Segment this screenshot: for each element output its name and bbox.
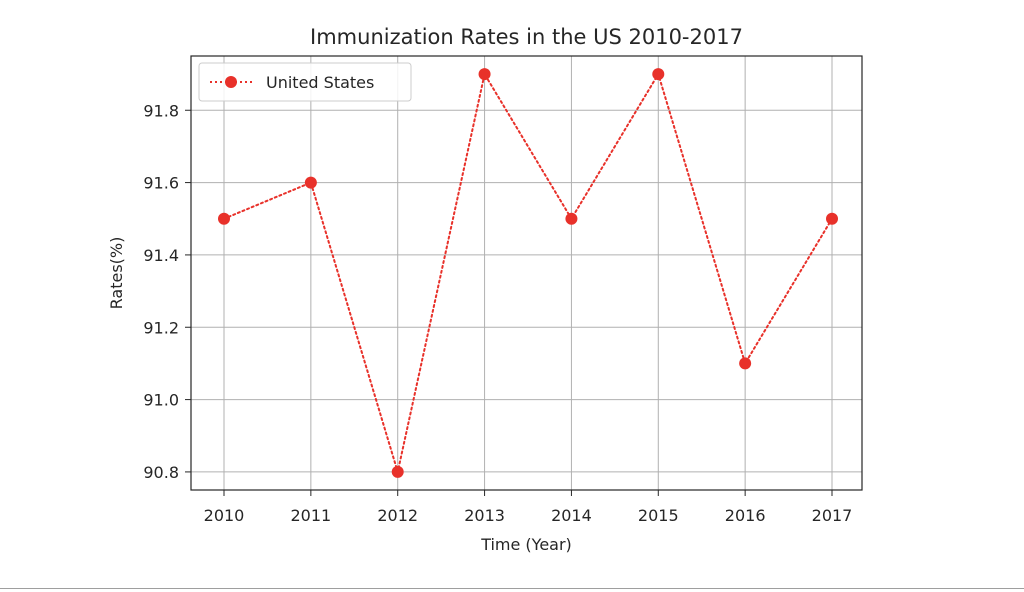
legend: United States — [198, 62, 412, 102]
x-axis-label: Time (Year) — [480, 535, 572, 554]
series-line — [223, 71, 833, 476]
x-tick-label: 2012 — [377, 506, 418, 525]
y-tick-label: 90.8 — [143, 463, 179, 482]
y-tick-label: 91.2 — [143, 318, 179, 337]
x-tick-label: 2014 — [551, 506, 592, 525]
y-tick-label: 91.4 — [143, 246, 179, 265]
x-tick-label: 2011 — [290, 506, 331, 525]
y-tick-label: 91.0 — [143, 391, 179, 410]
y-axis-label: Rates(%) — [107, 237, 126, 310]
data-point — [739, 357, 752, 370]
x-tick-label: 2010 — [204, 506, 245, 525]
legend-box — [198, 62, 412, 102]
data-point — [565, 212, 578, 225]
data-point — [218, 212, 230, 225]
data-point — [304, 176, 317, 189]
chart-title: Immunization Rates in the US 2010-2017 — [310, 25, 743, 49]
axis-ticks: 2010 2011 2012 2013 2014 2015 2016 2017 90.8 91.0… — [143, 101, 852, 525]
data-point — [652, 68, 665, 81]
legend-marker — [225, 76, 237, 88]
legend-label-united-states: United States — [266, 73, 374, 92]
x-tick-label: 2016 — [725, 506, 766, 525]
x-tick-label: 2015 — [638, 506, 679, 525]
y-tick-label: 91.6 — [143, 174, 179, 193]
series-layer — [218, 68, 838, 478]
data-point — [391, 465, 404, 478]
x-tick-label: 2013 — [464, 506, 505, 525]
bottom-divider — [0, 588, 1024, 589]
x-tick-label: 2017 — [812, 506, 853, 525]
data-point — [826, 212, 838, 225]
y-tick-label: 91.8 — [143, 101, 179, 120]
grid-lines — [191, 56, 862, 490]
plot-frame — [190, 55, 863, 491]
data-point — [478, 68, 491, 81]
